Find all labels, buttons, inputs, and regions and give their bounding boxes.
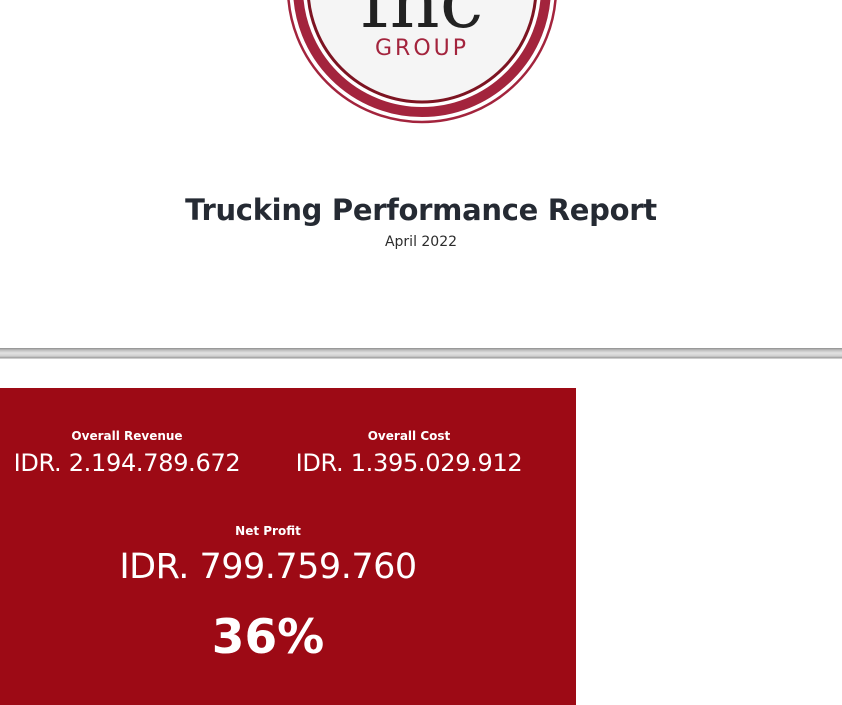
page-title: Trucking Performance Report [185,193,657,227]
report-period: April 2022 [384,234,458,250]
company-logo: fnc GROUP [286,0,558,124]
profit-margin-value: 36% [211,610,325,665]
net-profit-card: Net Profit IDR. 799.759.760 [0,523,536,589]
section-divider [0,348,842,359]
kpi-panel: Overall Revenue IDR. 2.194.789.672 Overa… [0,388,576,705]
logo-wordmark: fnc [361,0,484,46]
cost-label: Overall Cost [367,429,451,443]
net-profit-label: Net Profit [235,524,301,538]
net-profit-value: IDR. 799.759.760 [119,547,417,587]
report-header: Trucking Performance Report April 2022 [0,191,842,252]
revenue-label: Overall Revenue [71,429,183,443]
revenue-card: Overall Revenue IDR. 2.194.789.672 [0,428,254,478]
revenue-value: IDR. 2.194.789.672 [13,449,241,477]
logo-tagline: GROUP [375,36,469,61]
cost-card: Overall Cost IDR. 1.395.029.912 [282,428,536,478]
cost-value: IDR. 1.395.029.912 [295,449,523,477]
logo-emblem: fnc GROUP [287,0,557,124]
